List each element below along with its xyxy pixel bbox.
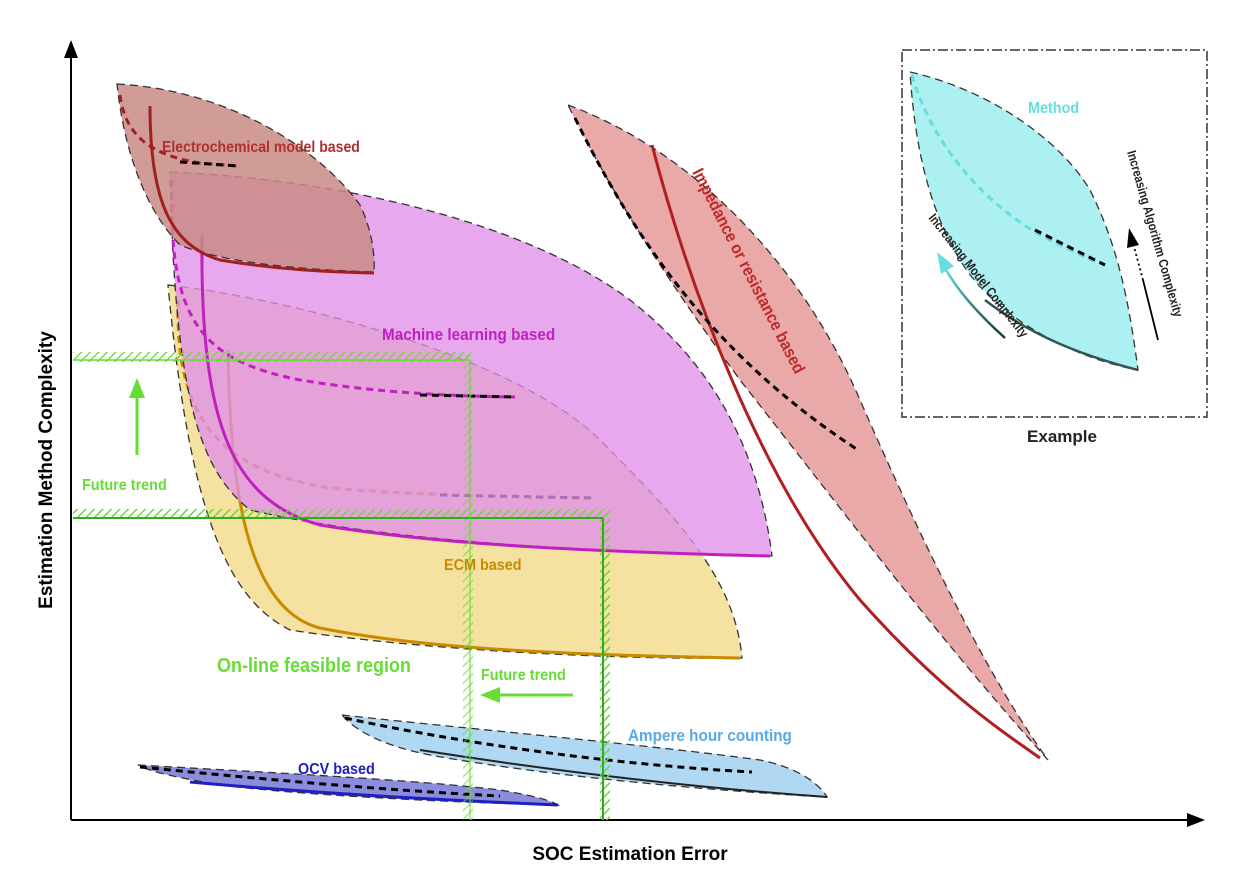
vertical-trend-arrow-head bbox=[129, 378, 145, 398]
ml-dashed-curve bbox=[170, 179, 516, 399]
x-axis-label: SOC Estimation Error bbox=[532, 844, 728, 865]
future-trend-arrows bbox=[129, 378, 573, 703]
y-axis-arrow bbox=[64, 40, 78, 58]
inset-dashed-curve bbox=[910, 74, 1106, 267]
inset-algorithm-arrow-head bbox=[1127, 228, 1139, 248]
inset-solid-curve bbox=[984, 299, 1139, 372]
inset-algorithm-complexity-label: Increasing Algorithm Complexity bbox=[1124, 149, 1186, 319]
ocv-dashed-curve bbox=[139, 765, 501, 798]
electrochemical-region bbox=[116, 83, 375, 275]
inset-caption: Example bbox=[1027, 427, 1097, 446]
ecm-label: ECM based bbox=[444, 556, 522, 574]
ml-dashed-tail bbox=[419, 393, 516, 399]
ocv-solid-curve bbox=[189, 780, 559, 807]
inset-example bbox=[901, 49, 1208, 418]
y-axis-label: Estimation Method Complexity bbox=[36, 331, 57, 609]
horizontal-trend-label: Future trend bbox=[481, 666, 566, 684]
axes bbox=[64, 40, 1205, 827]
ocv-label: OCV based bbox=[298, 760, 375, 778]
impedance-region bbox=[566, 103, 1049, 761]
electrochemical-region-shape bbox=[116, 83, 375, 273]
electrochemical-solid-curve bbox=[148, 105, 375, 275]
ampere-hour-dashed-curve bbox=[344, 716, 753, 774]
x-axis-arrow bbox=[1187, 813, 1205, 827]
electrochemical-dashed-tail bbox=[179, 160, 239, 168]
inset-algorithm-arrow-dotted bbox=[1132, 242, 1144, 281]
inset-method-label: Method bbox=[1028, 99, 1079, 117]
ocv-region bbox=[137, 764, 561, 807]
ml-solid-curve bbox=[200, 234, 771, 558]
electrochemical-label: Electrochemical model based bbox=[162, 138, 360, 156]
ampere-hour-label: Ampere hour counting bbox=[628, 726, 792, 745]
ml-label: Machine learning based bbox=[382, 325, 555, 344]
inset-model-arrow bbox=[943, 267, 1006, 339]
feasible-region bbox=[73, 352, 610, 820]
impedance-solid-curve bbox=[650, 144, 1041, 760]
inset-algorithm-arrow-solid bbox=[1142, 279, 1159, 341]
feasible-region-right-hatch bbox=[600, 509, 610, 820]
impedance-dashed-curve bbox=[573, 117, 859, 452]
ampere-hour-solid-curve bbox=[419, 749, 828, 798]
future-right-hatch bbox=[463, 352, 473, 820]
vertical-trend-label: Future trend bbox=[82, 476, 167, 494]
inset-frame bbox=[901, 49, 1208, 418]
feasible-region-label: On-line feasible region bbox=[217, 655, 411, 677]
horizontal-trend-arrow-head bbox=[480, 687, 500, 703]
feasible-region-top-hatch bbox=[73, 509, 610, 518]
future-top-hatch bbox=[73, 352, 470, 362]
inset-dashed-tail bbox=[1034, 228, 1106, 267]
inset-model-arrow-head bbox=[937, 252, 954, 274]
